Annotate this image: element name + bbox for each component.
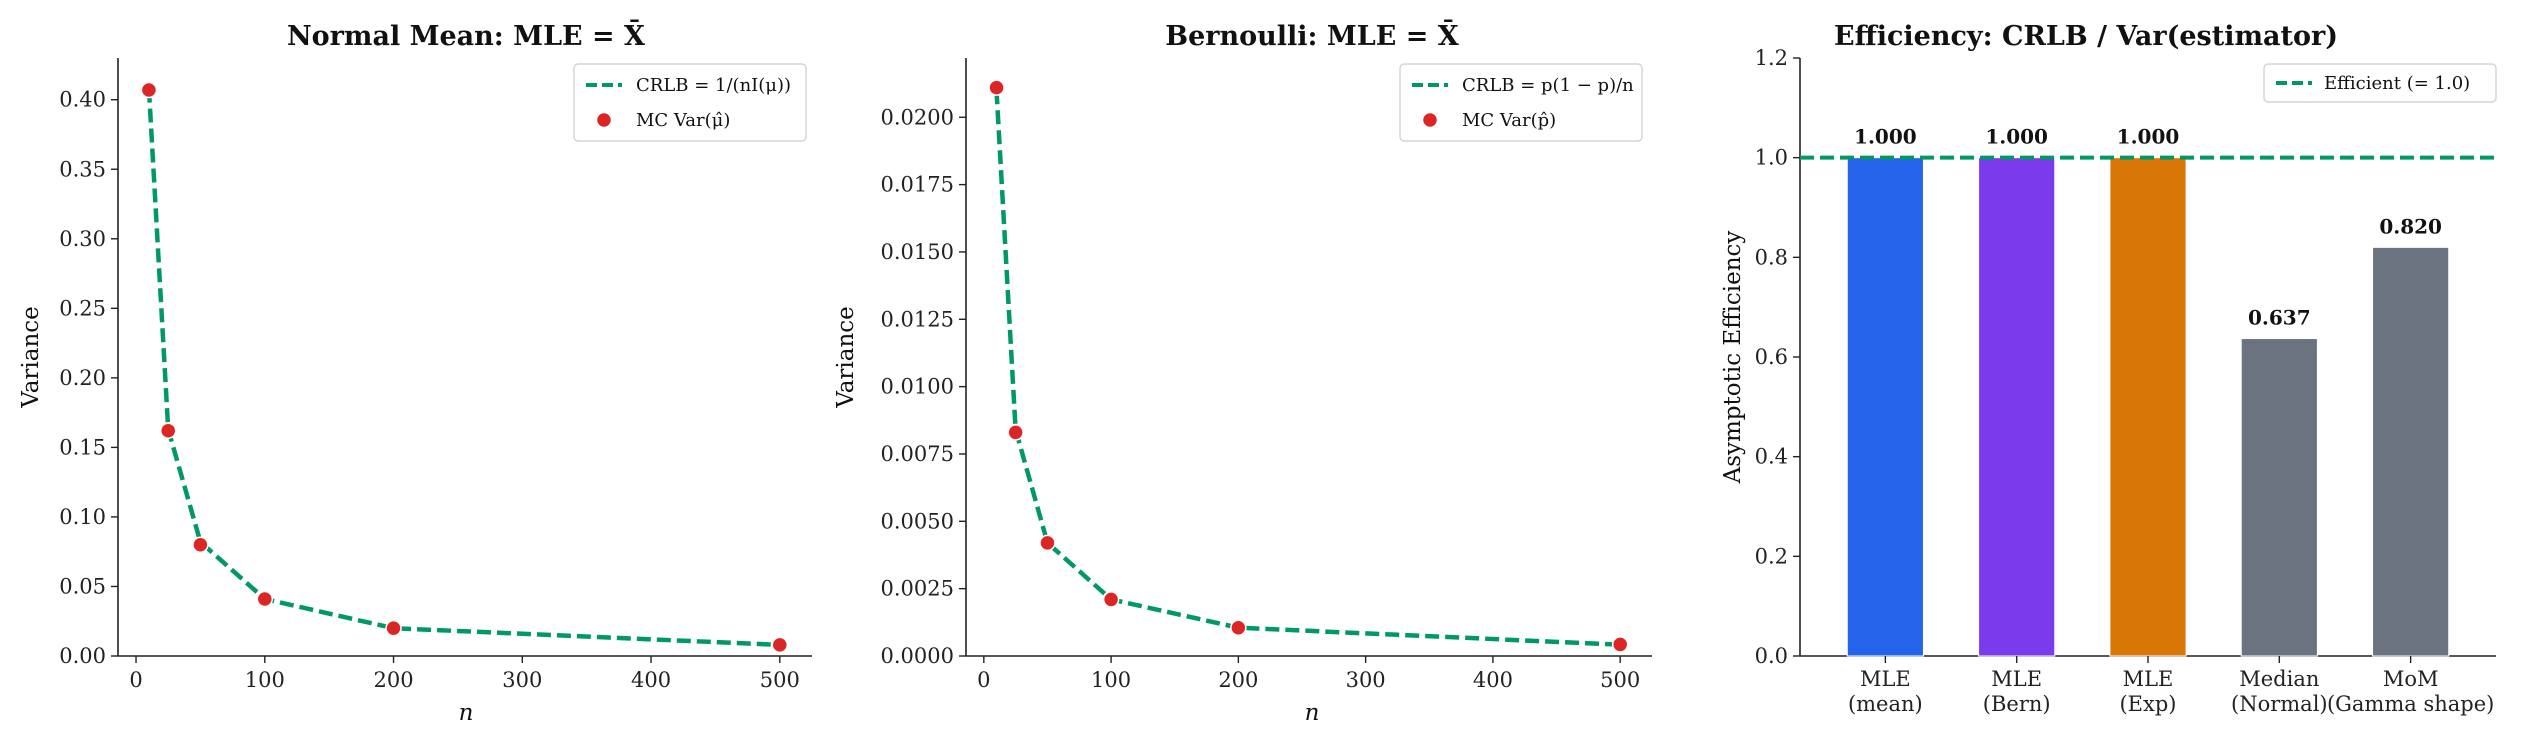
crlb-line	[994, 90, 1621, 647]
x-tick-label: 300	[1346, 668, 1386, 692]
x-axis-label: n	[459, 700, 474, 726]
x-tick-label: 100	[1091, 668, 1131, 692]
x-axis-label: n	[1305, 700, 1320, 726]
legend-frame	[2263, 63, 2497, 103]
plot-area: 0 100 200 300 400 500 0.00 0.05 0.10 0.15 0.20 0.25…	[59, 58, 812, 692]
x-category-label: MLE	[2123, 667, 2174, 691]
x-tick-label: 500	[760, 668, 800, 692]
mc-variance-point	[988, 79, 1005, 96]
y-tick-label: 0.0175	[881, 173, 954, 197]
y-tick-label: 0.0000	[881, 644, 954, 668]
legend: CRLB = 1/(nI(μ)) MC Var(μ̂)	[573, 63, 807, 142]
bernoulli-panel: Bernoulli: MLE = X̄ 0 100 200 300 400 500 0.00…	[833, 18, 1652, 726]
y-axis-label: Variance	[833, 306, 859, 409]
bar-value-label: 0.820	[2379, 214, 2442, 238]
legend-crlb-label: CRLB = p(1 − p)/n	[1462, 75, 1634, 96]
mc-variance-point	[1102, 591, 1120, 608]
efficiency-bar	[1846, 157, 1924, 657]
y-tick-label: 0.0200	[881, 105, 954, 129]
bar-value-label: 1.000	[1985, 125, 2048, 149]
x-tick-label: 500	[1600, 668, 1640, 692]
legend-mc-swatch	[595, 111, 613, 129]
legend-mc-swatch	[1421, 111, 1439, 129]
bar-value-label: 1.000	[2117, 125, 2180, 149]
legend: Efficient (= 1.0)	[2263, 63, 2497, 103]
x-tick-label: 200	[373, 668, 413, 692]
efficiency-bar	[2372, 246, 2450, 657]
legend-crlb-label: CRLB = 1/(nI(μ))	[636, 75, 791, 96]
panel-title: Efficiency: CRLB / Var(estimator)	[1834, 21, 2338, 52]
legend-mc-label: MC Var(p̂)	[1462, 110, 1556, 131]
y-tick-label: 0.30	[59, 227, 106, 251]
legend-frame	[1399, 63, 1643, 142]
x-category-label: MLE	[1860, 667, 1911, 691]
y-tick-label: 0.35	[59, 157, 106, 181]
y-tick-label: 0.0125	[881, 307, 954, 331]
normal-mean-panel: Normal Mean: MLE = X̄ 0 100 200 300 400 500 0.…	[18, 18, 812, 726]
x-tick-label: 400	[1473, 668, 1513, 692]
efficiency-bar	[2109, 157, 2187, 657]
mc-variance-point	[192, 536, 209, 553]
y-tick-label: 0.6	[1755, 345, 1788, 369]
mc-variance-point	[1230, 619, 1247, 636]
mc-variance-point	[256, 590, 274, 608]
y-axis-label: Asymptotic Efficiency	[1720, 231, 1746, 485]
x-tick-label: 200	[1218, 668, 1258, 692]
y-tick-label: 0.0150	[881, 240, 954, 264]
x-category-label: (Bern)	[1983, 692, 2051, 716]
bar-value-label: 0.637	[2248, 306, 2311, 330]
y-tick-label: 0.4	[1755, 445, 1788, 469]
mc-variance-point	[771, 636, 789, 654]
efficiency-bar	[1978, 157, 2056, 657]
plot-area: 0.00.20.40.60.81.01.21.000MLE(mean)1.000…	[1755, 46, 2496, 716]
x-tick-label: 0	[977, 668, 990, 692]
y-tick-label: 0.40	[59, 88, 106, 112]
y-tick-label: 0.0025	[881, 577, 954, 601]
y-tick-label: 0.0	[1755, 644, 1788, 668]
y-tick-label: 0.20	[59, 366, 106, 390]
y-tick-label: 0.8	[1755, 245, 1788, 269]
x-category-label: MoM	[2383, 667, 2439, 691]
y-tick-label: 0.25	[59, 296, 106, 320]
y-tick-label: 0.00	[59, 644, 106, 668]
x-tick-label: 100	[245, 668, 285, 692]
efficiency-panel: Efficiency: CRLB / Var(estimator) 0.0 0.2…	[1720, 21, 2497, 716]
y-tick-label: 0.0100	[881, 375, 954, 399]
bar-value-label: 1.000	[1854, 125, 1917, 149]
y-tick-label: 1.0	[1755, 146, 1788, 170]
panel-title: Bernoulli: MLE = X̄	[1165, 18, 1459, 52]
efficiency-bar	[2240, 338, 2318, 657]
x-category-label: MLE	[1991, 667, 2042, 691]
x-category-label: (Gamma shape)	[2327, 692, 2494, 716]
mc-variance-point	[140, 81, 158, 99]
y-tick-label: 0.15	[59, 435, 106, 459]
y-axis-label: Variance	[18, 306, 44, 409]
x-tick-label: 400	[631, 668, 671, 692]
legend-mc-label: MC Var(μ̂)	[636, 110, 730, 131]
y-tick-label: 0.05	[59, 574, 106, 598]
y-tick-label: 0.0075	[881, 442, 954, 466]
mc-variance-point	[1611, 636, 1629, 653]
x-category-label: (Exp)	[2119, 692, 2176, 716]
legend-frame	[573, 63, 807, 142]
legend: CRLB = p(1 − p)/n MC Var(p̂)	[1399, 63, 1643, 142]
mc-variance-point	[1007, 424, 1024, 441]
mc-variance-point	[159, 422, 177, 439]
x-category-label: (Normal)	[2231, 692, 2328, 716]
y-tick-label: 0.10	[59, 505, 106, 529]
x-tick-label: 0	[129, 668, 142, 692]
y-tick-label: 0.0050	[881, 509, 954, 533]
panel-title: Normal Mean: MLE = X̄	[287, 18, 645, 52]
legend-efficient-label: Efficient (= 1.0)	[2324, 73, 2470, 94]
mc-variance-point	[1039, 534, 1056, 552]
plot-area: 0 100 200 300 400 500 0.0000 0.0025 0.0050 0.0075…	[881, 58, 1652, 692]
crlb-line	[146, 88, 780, 648]
x-category-label: Median	[2239, 667, 2319, 691]
mc-variance-point	[385, 619, 402, 637]
y-tick-label: 1.2	[1755, 46, 1788, 70]
x-tick-label: 300	[502, 668, 542, 692]
y-tick-label: 0.2	[1755, 544, 1788, 568]
x-category-label: (mean)	[1848, 692, 1923, 716]
